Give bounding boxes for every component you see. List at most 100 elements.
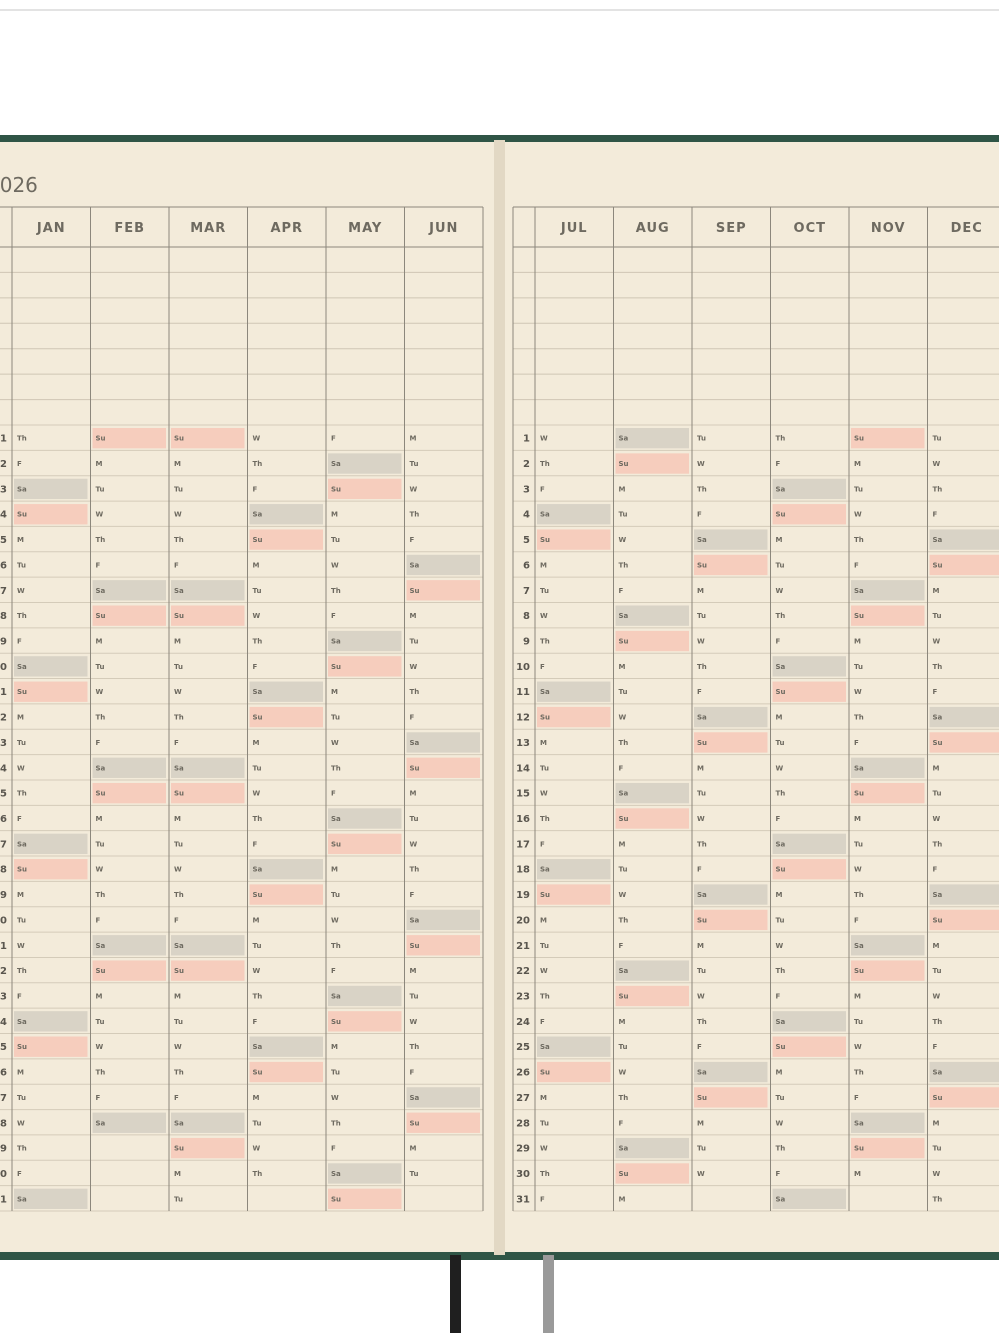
weekday: Su bbox=[253, 891, 263, 899]
weekend-shade bbox=[694, 706, 768, 728]
weekday: M bbox=[96, 460, 103, 468]
weekday: Sa bbox=[854, 942, 864, 950]
day-number: 15 bbox=[516, 789, 530, 800]
weekend-shade bbox=[249, 859, 323, 880]
weekday: F bbox=[253, 1018, 258, 1026]
weekday: M bbox=[253, 739, 260, 747]
weekday: Th bbox=[776, 967, 786, 975]
day-number: 10 bbox=[0, 662, 7, 673]
weekday: Sa bbox=[96, 1119, 106, 1127]
weekday: Su bbox=[253, 536, 263, 544]
weekend-shade bbox=[92, 935, 166, 956]
weekend-shade bbox=[615, 630, 689, 652]
month-header: JAN bbox=[36, 221, 66, 236]
weekday: W bbox=[619, 536, 627, 544]
weekday: Sa bbox=[697, 536, 707, 544]
weekday: Su bbox=[697, 916, 707, 924]
weekday: Sa bbox=[776, 1018, 786, 1026]
weekday: Sa bbox=[253, 688, 263, 696]
weekday: M bbox=[933, 587, 940, 595]
day-number: 22 bbox=[516, 966, 530, 977]
weekday: Sa bbox=[331, 460, 341, 468]
weekday: W bbox=[933, 638, 941, 646]
weekday: Tu bbox=[331, 714, 340, 722]
weekend-shade bbox=[929, 554, 999, 576]
weekday: Su bbox=[96, 435, 106, 443]
weekend-shade bbox=[406, 554, 480, 576]
weekday: Tu bbox=[933, 790, 942, 798]
weekend-shade bbox=[406, 1112, 480, 1133]
weekend-shade bbox=[171, 605, 245, 626]
weekday: W bbox=[540, 790, 548, 798]
weekend-shade bbox=[615, 453, 689, 474]
weekend-shade bbox=[328, 833, 402, 855]
weekend-shade bbox=[406, 1087, 480, 1108]
weekday: Th bbox=[174, 536, 184, 544]
weekday: W bbox=[331, 1094, 339, 1102]
weekday: W bbox=[854, 1043, 862, 1051]
weekday: Tu bbox=[410, 815, 419, 823]
day-number: 9 bbox=[0, 637, 7, 648]
weekday: Su bbox=[933, 739, 943, 747]
weekday: F bbox=[854, 916, 859, 924]
weekday: Tu bbox=[540, 942, 549, 950]
weekday: F bbox=[331, 435, 336, 443]
weekday: Th bbox=[540, 460, 550, 468]
weekend-shade bbox=[694, 554, 768, 576]
weekday: Th bbox=[174, 891, 184, 899]
weekday: Tu bbox=[697, 1145, 706, 1153]
weekend-shade bbox=[615, 808, 689, 829]
weekend-shade bbox=[171, 1137, 245, 1159]
weekday: Su bbox=[776, 511, 786, 519]
year-title: 2026 bbox=[0, 173, 38, 197]
weekday: Sa bbox=[540, 1043, 550, 1051]
weekday: F bbox=[933, 866, 938, 874]
day-number: 11 bbox=[516, 687, 530, 698]
weekend-shade bbox=[249, 1061, 323, 1083]
weekday: Tu bbox=[776, 739, 785, 747]
weekday: M bbox=[174, 1170, 181, 1178]
weekday: Sa bbox=[410, 916, 420, 924]
weekend-shade bbox=[406, 909, 480, 931]
weekday: Sa bbox=[17, 1195, 27, 1203]
weekday: Sa bbox=[776, 663, 786, 671]
weekday: Sa bbox=[697, 891, 707, 899]
weekday: Sa bbox=[17, 840, 27, 848]
weekday: Su bbox=[174, 967, 184, 975]
weekend-shade bbox=[328, 478, 402, 500]
weekday: Su bbox=[96, 790, 106, 798]
weekday: F bbox=[96, 916, 101, 924]
month-header: DEC bbox=[951, 221, 983, 236]
weekend-shade bbox=[249, 884, 323, 905]
month-header: JUL bbox=[560, 221, 588, 236]
weekday: Tu bbox=[174, 1018, 183, 1026]
weekday: F bbox=[540, 1018, 545, 1026]
weekday: Sa bbox=[410, 739, 420, 747]
weekend-shade bbox=[249, 504, 323, 525]
weekday: Th bbox=[540, 638, 550, 646]
weekend-shade bbox=[14, 478, 88, 500]
weekday: Th bbox=[96, 536, 106, 544]
weekday: Tu bbox=[697, 967, 706, 975]
weekday: W bbox=[933, 1170, 941, 1178]
weekday: W bbox=[540, 1145, 548, 1153]
weekend-shade bbox=[14, 1188, 88, 1209]
day-number: 13 bbox=[0, 738, 7, 749]
weekday: W bbox=[540, 435, 548, 443]
weekend-shade bbox=[851, 1137, 925, 1159]
weekday: Su bbox=[410, 1119, 420, 1127]
weekday: Tu bbox=[253, 942, 262, 950]
weekday: Tu bbox=[96, 1018, 105, 1026]
weekday: W bbox=[697, 638, 705, 646]
day-number: 18 bbox=[0, 865, 7, 876]
weekend-shade bbox=[851, 960, 925, 981]
weekend-shade bbox=[171, 935, 245, 956]
weekend-shade bbox=[171, 757, 245, 778]
weekday: M bbox=[854, 638, 861, 646]
weekday: Tu bbox=[410, 1170, 419, 1178]
weekday: Su bbox=[776, 866, 786, 874]
weekday: M bbox=[174, 638, 181, 646]
weekend-shade bbox=[851, 782, 925, 804]
weekday: Sa bbox=[174, 1119, 184, 1127]
